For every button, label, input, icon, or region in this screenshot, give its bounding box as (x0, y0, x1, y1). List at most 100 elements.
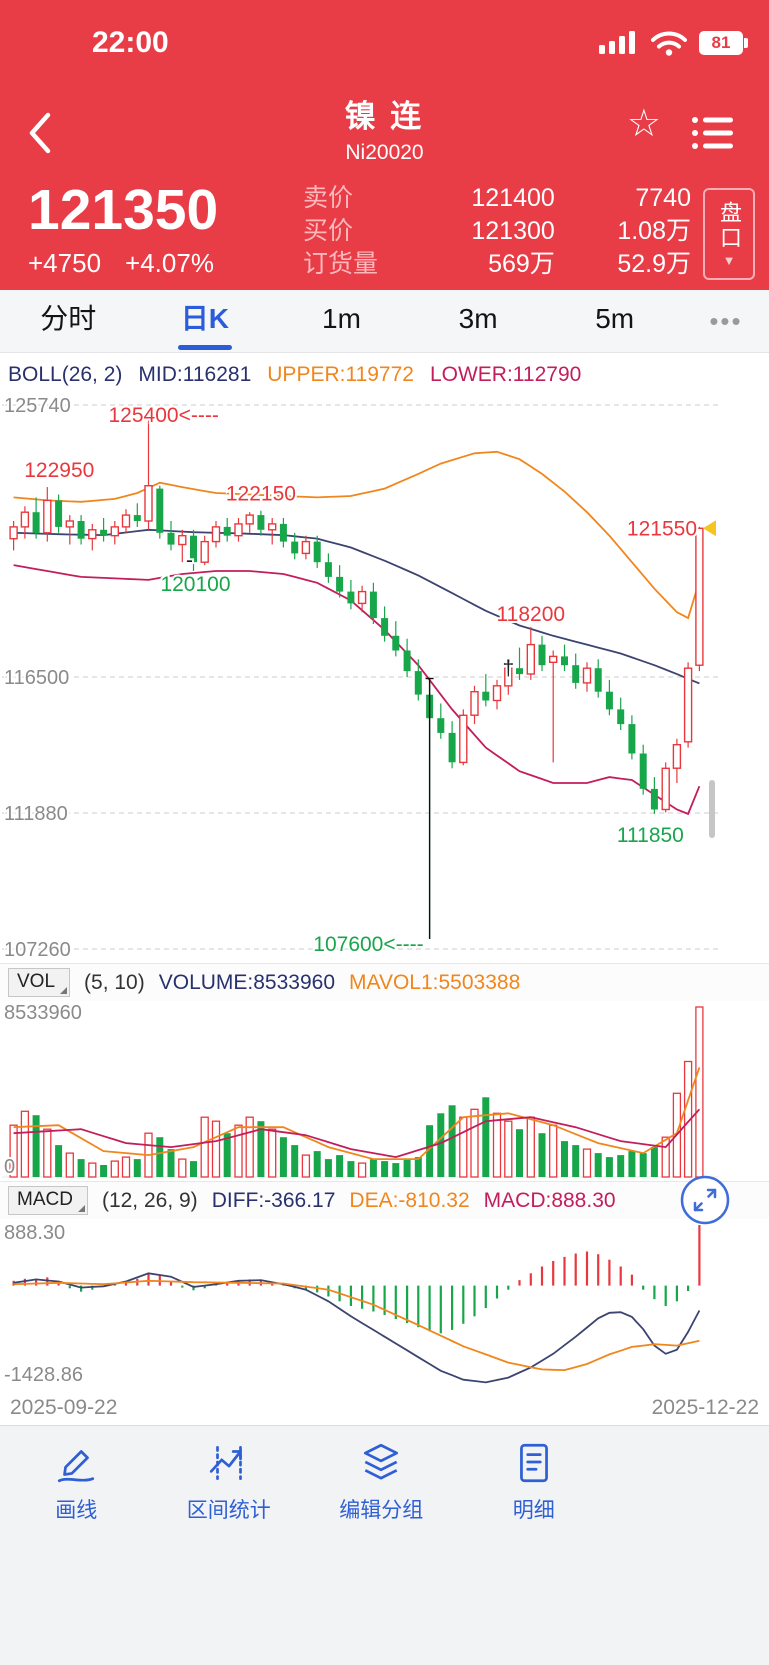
interval-stats-icon (209, 1445, 242, 1481)
cellular-signal-icon (599, 30, 635, 54)
svg-text:120100: 120100 (160, 573, 230, 596)
open-interest-label: 订货量 (303, 250, 379, 278)
tab-5m[interactable]: 5m (595, 303, 635, 334)
instrument-header: 镍 连 Ni20020 (0, 91, 769, 165)
ask-size: 7740 (635, 184, 691, 212)
svg-text:-: - (186, 549, 193, 572)
tab-timeline[interactable]: 分时 (40, 303, 97, 334)
svg-text:111880: 111880 (4, 803, 68, 825)
chevron-down-icon: ▼ (722, 252, 736, 268)
vol-indicator-selector[interactable]: VOL (8, 968, 71, 997)
boll-params: BOLL(26, 2) (8, 363, 123, 386)
macd-indicator-selector[interactable]: MACD (8, 1186, 88, 1215)
edit-group-button[interactable]: 编辑分组 (305, 1440, 458, 1524)
open-interest-value: 569万 (488, 250, 555, 278)
quote-panel: 121350 +4750 +4.07% 卖价 121400 7740 买价 12… (0, 180, 769, 290)
interval-stats-button[interactable]: 区间统计 (153, 1440, 306, 1524)
document-icon (519, 1443, 548, 1483)
volume-indicator-header: VOL (5, 10) VOLUME:8533960 MAVOL1:550338… (0, 963, 769, 1001)
open-interest-change: 52.9万 (617, 250, 691, 278)
date-range: 2025-09-22 2025-12-22 (0, 1391, 769, 1425)
svg-text:107260: 107260 (4, 939, 71, 961)
detail-button[interactable]: 明细 (458, 1440, 611, 1524)
favorite-star-icon[interactable]: ☆ (626, 103, 661, 145)
draw-line-button[interactable]: 画线 (0, 1440, 153, 1524)
last-price-block: 121350 +4750 +4.07% (28, 180, 293, 279)
draw-line-icon (58, 1450, 95, 1483)
boll-upper-value: UPPER:119772 (267, 363, 414, 386)
last-price: 121350 (28, 178, 219, 242)
svg-text:116500: 116500 (4, 667, 69, 689)
macd-diff-value: DIFF:-366.17 (211, 1188, 336, 1212)
boll-indicator-header: BOLL(26, 2) MID:116281 UPPER:119772 LOWE… (0, 353, 769, 397)
interval-stats-label: 区间统计 (186, 1499, 271, 1522)
layers-icon (364, 1443, 399, 1480)
back-chevron-icon (29, 112, 51, 154)
candlestick-chart[interactable]: 125740 116500 111880 107260 125400<---- 12295… (0, 397, 769, 963)
macd-indicator-header: MACD (12, 26, 9) DIFF:-366.17 DEA:-810.3… (0, 1181, 769, 1219)
svg-text:†: † (502, 657, 514, 680)
bid-label: 买价 (303, 217, 354, 245)
draw-line-label: 画线 (55, 1499, 98, 1522)
svg-text:125400<----: 125400<---- (109, 404, 219, 427)
macd-chart[interactable]: 888.30 -1428.86 (0, 1219, 769, 1391)
end-date: 2025-12-22 (651, 1396, 759, 1419)
expand-arrows-icon (680, 1175, 730, 1225)
macd-value: MACD:888.30 (483, 1188, 616, 1212)
bid-row: 买价 121300 1.08万 (303, 215, 691, 248)
detail-label: 明细 (512, 1499, 555, 1522)
bottom-toolbar: 画线 区间统计 (0, 1425, 769, 1665)
svg-text:0: 0 (4, 1156, 15, 1178)
vol-params: (5, 10) (84, 970, 145, 994)
tab-daily-k[interactable]: 日K (137, 290, 274, 352)
macd-params: (12, 26, 9) (101, 1188, 198, 1212)
bid-price: 121300 (471, 217, 555, 245)
start-date: 2025-09-22 (10, 1396, 118, 1419)
svg-text:-1428.86: -1428.86 (4, 1364, 83, 1386)
status-icons: 81 (599, 30, 748, 56)
back-button[interactable] (26, 111, 52, 160)
chart-scrollbar[interactable] (709, 780, 715, 838)
vol-volume-value: VOLUME:8533960 (158, 970, 336, 994)
bid-ask-table: 卖价 121400 7740 买价 121300 1.08万 订货量 569万 … (303, 182, 691, 281)
order-book-button[interactable]: 盘口 ▼ (703, 188, 755, 280)
title-bar: 镍 连 Ni20020 ☆ (0, 85, 769, 180)
svg-text:8533960: 8533960 (4, 1002, 82, 1024)
svg-text:118200: 118200 (497, 603, 566, 626)
svg-text:122150: 122150 (226, 483, 296, 506)
boll-lower-value: LOWER:112790 (429, 363, 582, 386)
ask-label: 卖价 (303, 184, 354, 212)
vol-mavol1-value: MAVOL1:5503388 (349, 970, 521, 994)
svg-text:125740: 125740 (4, 397, 71, 417)
svg-text:122950: 122950 (24, 459, 94, 482)
tab-1m[interactable]: 1m (322, 303, 361, 334)
bid-size: 1.08万 (617, 217, 691, 245)
instrument-name: 镍 连 (344, 99, 425, 134)
price-change-percent: +4.07% (125, 248, 214, 278)
price-change: +4750 (28, 248, 102, 278)
battery-percent: 81 (711, 32, 731, 52)
period-tab-bar: 分时 日K 1m 3m 5m ••• (0, 290, 769, 353)
open-interest-row: 订货量 569万 52.9万 (303, 248, 691, 281)
fullscreen-expand-button[interactable] (679, 1174, 731, 1226)
boll-mid-value: MID:116281 (138, 363, 252, 386)
volume-chart[interactable]: 8533960 0 (0, 1001, 769, 1181)
wifi-icon (651, 31, 687, 56)
macd-dea-value: DEA:-810.32 (349, 1188, 470, 1212)
status-bar: 22:00 81 (0, 0, 769, 85)
ask-row: 卖价 121400 7740 (303, 182, 691, 215)
list-icon (692, 117, 733, 149)
instrument-code: Ni20020 (345, 141, 424, 164)
svg-text:107600<----: 107600<---- (313, 933, 423, 956)
more-periods-icon[interactable]: ••• (709, 305, 743, 336)
svg-text:121550: 121550 (627, 517, 697, 540)
battery-icon: 81 (699, 30, 748, 55)
edit-group-label: 编辑分组 (339, 1499, 424, 1522)
tab-3m[interactable]: 3m (458, 303, 498, 334)
order-book-label: 盘口 (717, 200, 742, 251)
watchlist-menu-icon[interactable] (691, 115, 735, 156)
clock: 22:00 (92, 25, 169, 59)
svg-text:111850: 111850 (617, 824, 684, 847)
ask-price: 121400 (471, 184, 555, 212)
